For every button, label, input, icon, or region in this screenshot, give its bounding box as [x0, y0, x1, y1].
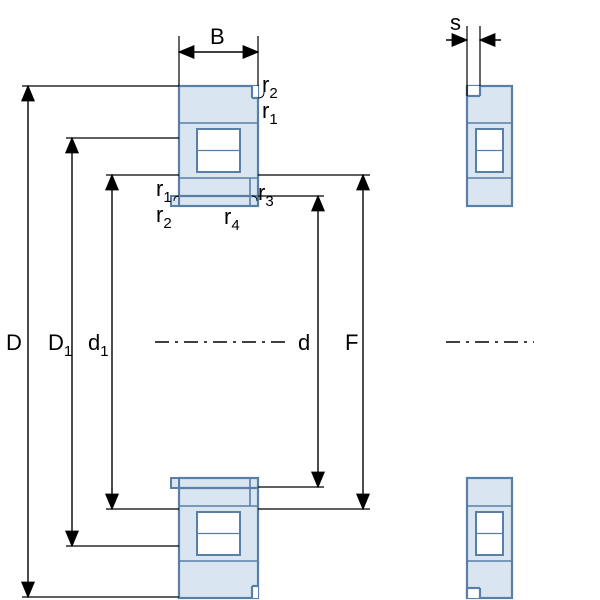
left-bearing-section: [155, 86, 285, 598]
dim-s: s: [446, 10, 501, 96]
label-r1-top: r1: [262, 98, 278, 128]
right-top-half: [467, 86, 512, 206]
label-d: d: [298, 330, 310, 355]
label-B: B: [210, 24, 225, 49]
label-s: s: [450, 10, 461, 35]
label-F: F: [345, 330, 358, 355]
left-top-half: [171, 86, 258, 206]
label-r4: r4: [224, 204, 240, 234]
dim-d: d: [258, 196, 324, 487]
right-bottom-half: [467, 478, 512, 598]
right-bearing-section: [446, 86, 534, 598]
label-d1: d1: [88, 330, 109, 360]
left-bottom-half: [171, 478, 258, 598]
label-D1: D1: [48, 330, 72, 360]
label-D: D: [6, 330, 22, 355]
bearing-diagram: B s D D1 d1 d F: [0, 0, 600, 600]
dim-B: B: [179, 24, 258, 86]
label-r2-left: r2: [156, 202, 172, 232]
label-r3: r3: [258, 180, 274, 210]
